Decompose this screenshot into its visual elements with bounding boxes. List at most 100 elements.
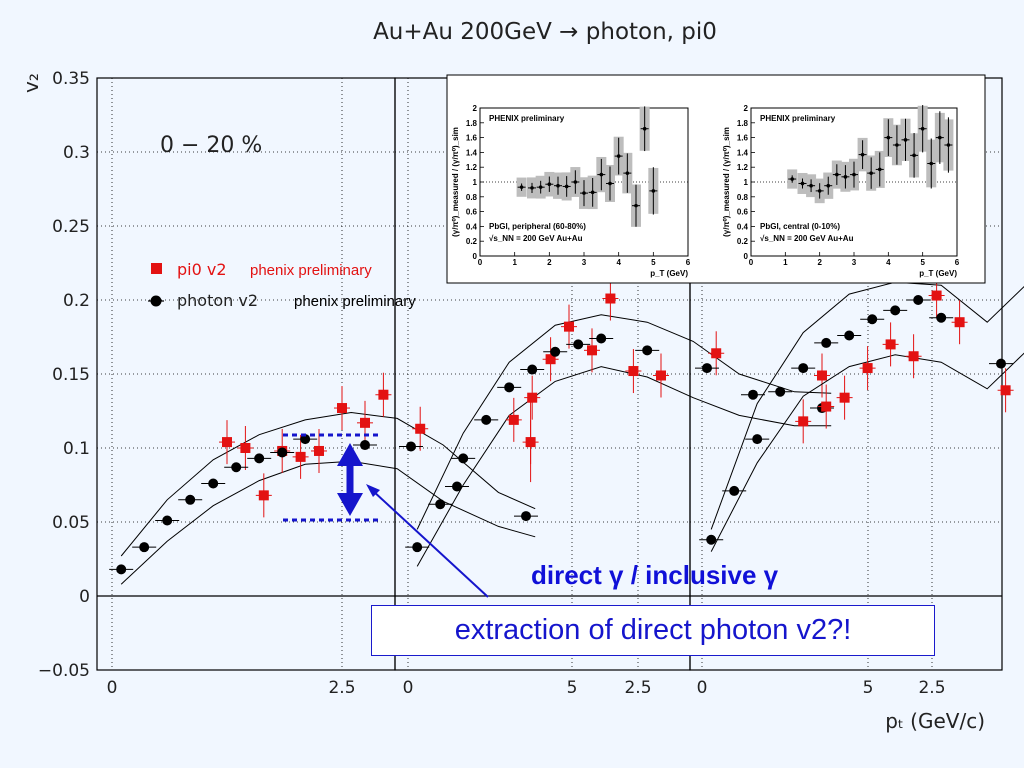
photon-point — [867, 314, 878, 325]
y-tick-label: 0.1 — [63, 439, 90, 459]
pi0-point — [295, 451, 306, 462]
double-arrow-head-down — [337, 493, 363, 516]
inset-x-tick: 0 — [478, 258, 483, 267]
pi0-point — [711, 348, 722, 359]
inset-x-tick: 6 — [955, 258, 960, 267]
inset-point — [530, 186, 534, 190]
inset-y-tick: 0.8 — [466, 193, 478, 202]
y-tick-label: 0.35 — [52, 69, 90, 89]
photon-point — [231, 462, 242, 473]
inset-point — [826, 183, 831, 188]
photon-point — [481, 414, 492, 425]
pointer-arrow-head — [366, 484, 380, 497]
inset-y-tick: 1.4 — [466, 148, 478, 157]
photon-point — [798, 363, 809, 374]
direct-inclusive-label: direct γ / inclusive γ — [531, 560, 779, 590]
inset-point — [852, 172, 856, 177]
photon-point — [162, 515, 173, 526]
inset-point — [564, 184, 569, 189]
pi0-point — [240, 443, 251, 453]
inset-y-tick: 1.2 — [466, 163, 478, 172]
inset-point — [519, 185, 524, 189]
inset-point — [538, 185, 543, 189]
inset-x-tick: 6 — [686, 258, 691, 267]
inset-y-tick: 2 — [744, 104, 749, 113]
inset-x-label: p_T (GeV) — [919, 269, 957, 278]
inset-caption: PbGl, peripheral (60-80%) — [489, 222, 586, 231]
y-tick-label: 0.25 — [52, 217, 90, 237]
pi0-point — [656, 370, 666, 381]
inset-point — [634, 203, 638, 208]
y-tick-label: 0.3 — [63, 143, 90, 163]
systematic-band-lower — [120, 460, 536, 585]
inset-y-tick: 1.4 — [737, 148, 749, 157]
inset-point — [895, 143, 899, 147]
centrality-label: 0 − 20 % — [160, 133, 262, 158]
inset-point — [556, 183, 560, 188]
inset-point — [835, 172, 839, 177]
inset-point — [946, 143, 951, 147]
inset-y-tick: 0.4 — [737, 222, 749, 231]
legend-pi0-label: pi0 v2 — [177, 260, 227, 279]
inset-point — [573, 180, 578, 184]
inset-point — [790, 177, 794, 181]
pointer-arrow-line — [371, 489, 489, 598]
inset-y-tick: 1.8 — [466, 119, 478, 128]
inset-point — [920, 126, 925, 131]
y-tick-label: 0 — [79, 587, 90, 607]
inset-y-tick: 1.2 — [737, 163, 749, 172]
ratio-marker — [283, 433, 489, 598]
photon-point — [435, 499, 446, 510]
x-tick-label: 2.5 — [918, 678, 945, 698]
inset-y-tick: 0.8 — [737, 193, 749, 202]
y-tick-labels: 0.35 0.3 0.25 0.2 0.15 0.1 0.05 0 −0.05 — [38, 69, 90, 681]
photon-point — [360, 440, 370, 451]
photon-point — [300, 434, 311, 445]
photon-point — [890, 305, 901, 316]
inset-point — [800, 181, 805, 186]
photon-point — [521, 511, 531, 522]
x-axis-label: pₜ (GeV/c) — [885, 709, 985, 733]
inset-energy-label: √s_NN = 200 GeV Au+Au — [489, 234, 583, 243]
inset-preliminary-label: PHENIX preliminary — [489, 114, 565, 123]
photon-point — [752, 434, 763, 445]
legend-photon-note: phenix preliminary — [294, 293, 416, 310]
photon-point — [185, 494, 196, 505]
legend-photon-label: photon v2 — [177, 291, 258, 310]
inset-point — [903, 138, 908, 142]
inset-point — [817, 189, 822, 193]
photon-point — [913, 295, 924, 305]
inset-point — [886, 135, 891, 140]
x-tick-label: 0 — [107, 678, 118, 698]
inset-point — [809, 183, 813, 188]
photon-point — [748, 389, 758, 400]
photon-point — [527, 364, 538, 375]
inset-x-tick: 3 — [852, 258, 857, 267]
inset-point — [843, 175, 848, 179]
photon-point — [596, 333, 607, 344]
pi0-point — [839, 392, 850, 403]
inset-y-tick: 0 — [744, 252, 749, 261]
x-tick-label: 0 — [403, 678, 414, 698]
pi0-point — [314, 445, 324, 456]
pi0-point — [360, 417, 370, 428]
x-tick-label: 2.5 — [624, 678, 651, 698]
pi0-point — [508, 414, 519, 425]
legend-pi0-note: phenix preliminary — [250, 262, 372, 279]
pi0-point — [954, 317, 965, 328]
pi0-point — [862, 363, 873, 374]
inset-point — [877, 167, 882, 172]
pi0-point — [337, 403, 347, 414]
photon-point — [573, 339, 584, 350]
inset-x-tick: 2 — [547, 258, 552, 267]
inset-point — [860, 152, 865, 157]
inset-y-label: (γ/π⁰)_measured / (γ/π⁰)_sim — [451, 127, 460, 237]
inset-point — [616, 154, 621, 158]
photon-point — [458, 453, 469, 464]
inset-y-tick: 0.6 — [737, 208, 749, 217]
inset-y-tick: 2 — [473, 104, 478, 113]
pi0-point — [817, 370, 827, 381]
photon-point — [702, 363, 712, 374]
pi0-point — [564, 321, 574, 332]
